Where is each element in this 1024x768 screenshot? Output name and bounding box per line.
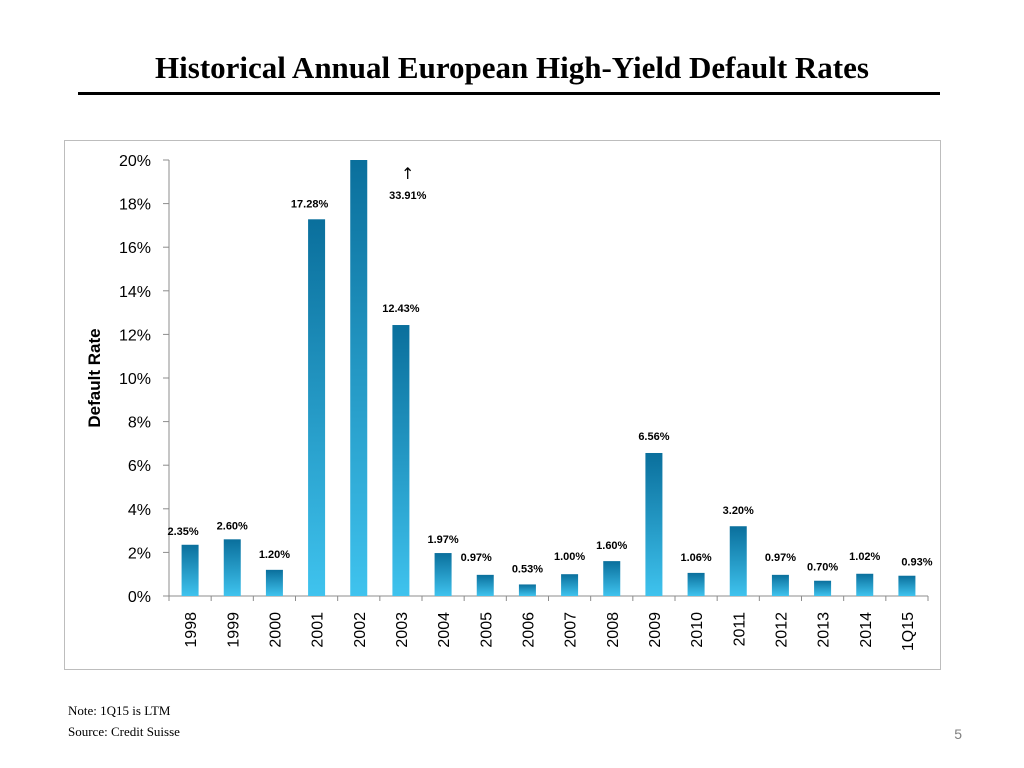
x-tick-label: 1998 <box>183 612 200 648</box>
data-label-2007: 1.00% <box>554 551 585 563</box>
x-tick-label: 2002 <box>352 612 369 648</box>
y-tick-label: 16% <box>119 240 151 257</box>
bar-2014 <box>856 573 874 596</box>
data-label-2003: 12.43% <box>382 303 420 315</box>
default-rate-chart: 0% 2% 4% 6% 8% 10% 12% 14% 16% 18% 20% Default Rate… <box>85 153 933 651</box>
data-label-2004: 1.97% <box>427 534 458 546</box>
data-label-2009: 6.56% <box>638 431 669 443</box>
y-tick-label: 0% <box>128 589 151 606</box>
x-tick-label: 2003 <box>394 612 411 648</box>
data-label-2006: 0.53% <box>512 563 543 575</box>
bar-2005 <box>476 574 494 596</box>
bar-2003 <box>392 325 410 596</box>
bar-1999 <box>223 539 241 596</box>
page-number: 5 <box>954 726 962 742</box>
y-tick-label: 6% <box>128 458 151 475</box>
bar-2010 <box>687 572 705 596</box>
y-tick-label: 2% <box>128 545 151 562</box>
data-label-1Q15: 0.93% <box>901 557 932 569</box>
bar-2004 <box>434 553 452 596</box>
bar-2000 <box>265 569 283 596</box>
y-tick-label: 10% <box>119 371 151 388</box>
x-tick-label: 2005 <box>478 612 495 648</box>
data-label-2014: 1.02% <box>849 551 880 563</box>
bar-2002 <box>350 160 368 596</box>
data-label-2001: 17.28% <box>291 198 329 210</box>
x-tick-label: 2014 <box>858 612 875 648</box>
data-label-2011: 3.20% <box>723 505 754 517</box>
x-tick-label: 2000 <box>267 612 284 648</box>
y-tick-label: 14% <box>119 284 151 301</box>
title-underline <box>78 92 940 95</box>
y-tick-label: 8% <box>128 415 151 432</box>
bar-2008 <box>603 561 621 596</box>
page-title: Historical Annual European High-Yield De… <box>155 50 869 85</box>
data-label-2010: 1.06% <box>680 552 711 564</box>
x-tick-label: 2009 <box>647 612 664 648</box>
bar-2013 <box>814 580 832 596</box>
x-tick-label: 2010 <box>689 612 706 648</box>
bar-2012 <box>771 574 789 596</box>
data-label-2000: 1.20% <box>259 549 290 561</box>
bar-2001 <box>308 219 326 596</box>
data-label-2008: 1.60% <box>596 540 627 552</box>
data-label-2013: 0.70% <box>807 562 838 574</box>
data-label-2005: 0.97% <box>461 552 492 564</box>
data-label-1999: 2.60% <box>217 520 248 532</box>
x-tick-label: 2004 <box>436 612 453 648</box>
x-tick-label: 2001 <box>310 612 327 648</box>
x-tick-label: 2013 <box>816 612 833 648</box>
x-tick-label: 2012 <box>773 612 790 648</box>
y-tick-label: 12% <box>119 327 151 344</box>
chart-frame: 0% 2% 4% 6% 8% 10% 12% 14% 16% 18% 20% Default Rate… <box>64 140 941 670</box>
data-label-2012: 0.97% <box>765 552 796 564</box>
bar-2009 <box>645 452 663 596</box>
x-tick-label: 1999 <box>225 612 242 648</box>
x-tick-label: 2008 <box>605 612 622 648</box>
bar-2007 <box>561 574 579 596</box>
source: Source: Credit Suisse <box>68 724 180 739</box>
bar-1998 <box>181 544 199 596</box>
off-scale-arrow-icon: ↑ <box>401 164 414 183</box>
y-tick-label: 4% <box>128 502 151 519</box>
x-tick-label: 2006 <box>520 612 537 648</box>
bar-2006 <box>518 584 536 596</box>
data-label-2002: 33.91% <box>389 190 427 202</box>
y-axis-title: Default Rate <box>85 328 104 427</box>
y-tick-label: 20% <box>119 153 151 170</box>
bar-1Q15 <box>898 575 916 596</box>
x-tick-label: 2011 <box>731 612 748 647</box>
bar-2011 <box>729 526 747 596</box>
data-label-1998: 2.35% <box>167 526 198 538</box>
y-tick-label: 18% <box>119 197 151 214</box>
note: Note: 1Q15 is LTM <box>68 703 171 718</box>
x-tick-label: 2007 <box>563 612 580 648</box>
x-tick-label: 1Q15 <box>900 612 917 651</box>
